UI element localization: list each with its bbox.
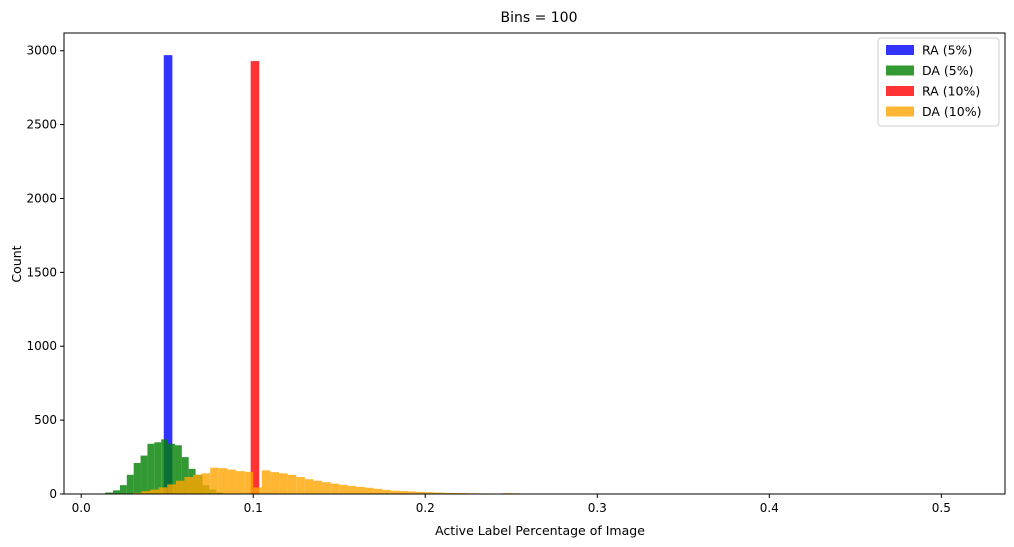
x-axis-label: Active Label Percentage of Image — [435, 523, 645, 538]
histogram-bar — [168, 443, 175, 494]
legend-swatch — [886, 106, 914, 117]
histogram-bar — [161, 439, 169, 494]
histogram-bar — [442, 492, 452, 494]
histogram-bar — [304, 479, 314, 494]
histogram-bar — [287, 474, 297, 494]
histogram-bar — [244, 471, 254, 494]
histogram-bar — [181, 457, 189, 494]
histogram-bar — [356, 486, 366, 494]
histogram-bar — [150, 489, 159, 494]
legend-item: RA (10%) — [886, 84, 980, 99]
histogram-bar — [322, 482, 331, 494]
chart-title: Bins = 100 — [500, 10, 577, 26]
histogram-bar — [365, 487, 374, 494]
legend-label: RA (5%) — [922, 43, 972, 58]
legend-swatch — [886, 65, 914, 76]
legend-item: RA (5%) — [886, 43, 972, 58]
histogram-bar — [425, 492, 434, 494]
histogram-bar — [174, 445, 182, 494]
histogram-bar — [373, 488, 383, 494]
histogram-bar — [147, 443, 155, 494]
histogram-bar — [167, 484, 176, 494]
histogram-bar — [347, 485, 357, 494]
histogram-bar — [236, 471, 245, 494]
legend: RA (5%) DA (5%) RA (10%) DA (10%) — [877, 37, 1000, 127]
x-tick-label: 0.5 — [932, 501, 951, 515]
histogram-bar — [296, 477, 305, 494]
histogram-bar — [218, 468, 228, 494]
histogram-bar — [433, 492, 443, 494]
x-tick-label: 0.3 — [588, 501, 607, 515]
y-tick-label: 2500 — [26, 118, 57, 132]
histogram-bar — [140, 455, 148, 494]
histogram-bar — [126, 474, 134, 494]
histogram-bar — [451, 492, 460, 494]
histogram-bar — [408, 491, 417, 494]
x-tick-label: 0.2 — [416, 501, 435, 515]
histogram-bar — [158, 487, 168, 494]
histogram-bar — [113, 490, 120, 494]
x-tick-label: 0.4 — [760, 501, 779, 515]
legend-item: DA (5%) — [886, 63, 974, 78]
legend-label: DA (10%) — [922, 104, 981, 119]
legend-label: DA (5%) — [922, 63, 974, 78]
histogram-bar — [261, 470, 271, 494]
histogram-bar — [119, 485, 127, 494]
histogram-bar — [141, 491, 151, 494]
histogram-bar — [201, 473, 211, 494]
series-2 — [250, 61, 260, 494]
legend-item: DA (10%) — [886, 104, 981, 119]
y-axis-label: Count — [9, 245, 24, 282]
legend-swatch — [886, 86, 914, 96]
histogram-bar — [133, 462, 141, 494]
histogram-bar — [175, 480, 185, 494]
histogram-bar — [279, 473, 288, 494]
legend-label: RA (10%) — [922, 84, 980, 99]
histogram-bar — [154, 442, 162, 494]
y-axis-ticks: 0 500 1000 1500 2000 2500 3000 — [26, 44, 64, 501]
histogram-bar — [250, 61, 260, 494]
legend-swatch — [886, 45, 914, 55]
x-axis-ticks: 0.0 0.1 0.2 0.3 0.4 0.5 — [72, 494, 951, 515]
y-tick-label: 2000 — [26, 191, 57, 205]
x-tick-label: 0.1 — [244, 501, 263, 515]
y-tick-label: 1500 — [26, 265, 57, 279]
histogram-bar — [132, 492, 142, 494]
histogram-bar — [163, 55, 173, 494]
histogram-bar — [227, 469, 237, 494]
histogram-bar — [184, 477, 194, 494]
histogram-bar — [330, 483, 340, 494]
histogram-bar — [270, 472, 280, 494]
histogram-bar — [339, 484, 348, 494]
histogram-bar — [416, 491, 426, 494]
y-tick-label: 1000 — [26, 339, 57, 353]
y-tick-label: 500 — [34, 413, 57, 427]
histogram-bar — [253, 487, 262, 494]
y-tick-label: 0 — [49, 487, 57, 501]
y-tick-label: 3000 — [26, 44, 57, 58]
histogram-bar — [313, 480, 323, 494]
histogram-bar — [399, 491, 409, 494]
histogram-bar — [193, 474, 202, 494]
series-1 — [105, 439, 224, 494]
series-0 — [163, 55, 173, 494]
histogram-bar — [382, 489, 391, 494]
plot-frame — [63, 32, 1006, 495]
legend-box — [877, 37, 1000, 127]
x-tick-label: 0.0 — [72, 501, 91, 515]
histogram-bar — [105, 492, 114, 494]
histogram-bar — [390, 490, 400, 494]
histogram-bar — [210, 467, 219, 494]
